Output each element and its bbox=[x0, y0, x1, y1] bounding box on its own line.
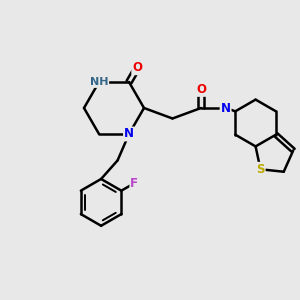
Text: O: O bbox=[196, 83, 206, 96]
Text: F: F bbox=[130, 177, 138, 190]
Text: NH: NH bbox=[90, 77, 108, 87]
Text: N: N bbox=[124, 128, 134, 140]
Text: S: S bbox=[256, 163, 265, 176]
Text: O: O bbox=[132, 61, 142, 74]
Text: N: N bbox=[220, 101, 231, 115]
